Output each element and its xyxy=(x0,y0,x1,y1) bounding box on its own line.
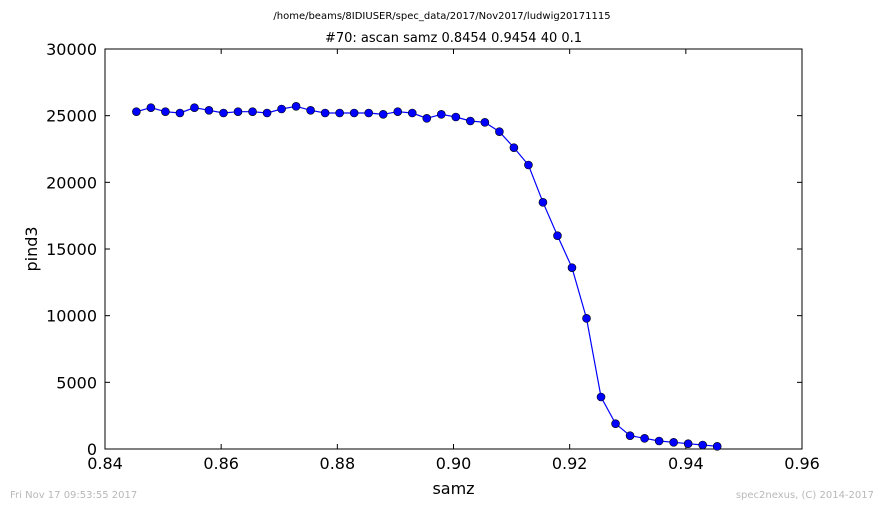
data-point xyxy=(422,114,432,123)
data-point xyxy=(262,108,272,118)
data-point xyxy=(407,108,417,118)
data-point xyxy=(466,116,475,126)
data-point xyxy=(233,107,243,116)
data-point xyxy=(248,107,257,116)
y-tick-label: 25000 xyxy=(46,107,97,126)
data-point xyxy=(277,104,286,114)
data-point xyxy=(669,438,678,447)
data-point xyxy=(291,102,301,111)
x-tick-label: 0.92 xyxy=(552,454,588,473)
y-axis-label: pind3 xyxy=(22,226,41,271)
data-point xyxy=(364,108,373,118)
data-point xyxy=(524,160,533,170)
y-tick-label: 0 xyxy=(87,440,97,459)
data-point xyxy=(567,263,577,272)
data-point xyxy=(698,440,707,450)
footer-timestamp: Fri Nov 17 09:53:55 2017 xyxy=(10,490,138,501)
y-tick-label: 30000 xyxy=(46,40,97,59)
data-point xyxy=(219,108,228,118)
x-tick-label: 0.94 xyxy=(668,454,704,473)
data-point xyxy=(553,231,562,240)
data-point xyxy=(625,431,635,440)
x-tick-label: 0.86 xyxy=(203,454,239,473)
y-tick-label: 10000 xyxy=(46,307,97,326)
data-point xyxy=(378,110,388,119)
series-line xyxy=(136,105,718,447)
data-point xyxy=(175,108,185,118)
data-point xyxy=(437,110,446,119)
data-point xyxy=(306,106,315,115)
chart-suptitle: /home/beams/8IDIUSER/spec_data/2017/Nov2… xyxy=(273,11,610,22)
y-tick-label: 15000 xyxy=(46,240,97,259)
data-point xyxy=(451,112,461,122)
data-point xyxy=(349,108,359,118)
x-axis-label: samz xyxy=(432,479,474,498)
data-point xyxy=(654,436,664,446)
y-tick-label: 5000 xyxy=(56,373,97,392)
data-point xyxy=(146,103,156,112)
chart-title: #70: ascan samz 0.8454 0.9454 40 0.1 xyxy=(325,31,582,46)
data-point xyxy=(538,198,548,207)
data-point xyxy=(495,127,504,136)
data-point xyxy=(190,103,199,112)
footer-credit: spec2nexus, (C) 2014-2017 xyxy=(735,490,874,501)
x-tick-label: 0.84 xyxy=(87,454,123,473)
data-point xyxy=(582,314,591,323)
data-point xyxy=(683,439,693,448)
data-point xyxy=(611,419,620,428)
data-point xyxy=(335,108,344,118)
data-point xyxy=(509,143,519,152)
x-tick-label: 0.96 xyxy=(784,454,820,473)
data-point xyxy=(320,108,330,118)
data-point xyxy=(132,107,141,116)
data-point xyxy=(161,107,170,116)
y-tick-label: 20000 xyxy=(46,173,97,192)
data-point xyxy=(712,442,722,451)
data-point xyxy=(393,107,403,116)
x-tick-label: 0.90 xyxy=(436,454,472,473)
data-point xyxy=(596,392,606,402)
data-point xyxy=(480,118,490,127)
data-point xyxy=(204,106,214,115)
x-tick-label: 0.88 xyxy=(320,454,356,473)
data-point xyxy=(640,434,649,443)
